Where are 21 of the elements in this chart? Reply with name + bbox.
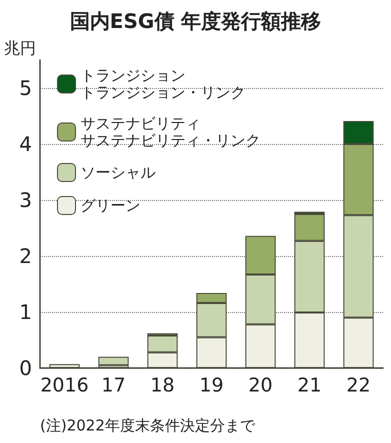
x-tick-label: 20 — [248, 374, 273, 396]
y-tick-label: 4 — [19, 132, 32, 156]
x-tick-label: 22 — [346, 374, 371, 396]
legend-label: グリーン — [80, 196, 140, 214]
y-tick-label: 1 — [19, 300, 32, 324]
y-tick-label: 2 — [19, 244, 32, 268]
y-tick-label: 5 — [19, 76, 32, 100]
legend-label: ソーシャル — [80, 164, 156, 182]
chart-title: 国内ESG債 年度発行額推移 — [70, 9, 322, 33]
y-tick-label: 3 — [19, 188, 32, 212]
x-tick-label: 18 — [150, 374, 175, 396]
bar — [98, 356, 129, 366]
x-tick-label: 17 — [101, 374, 126, 396]
legend-label: サステナビリティサステナビリティ・リンク — [80, 114, 260, 150]
legend-label: トランジショントランジション・リンク — [80, 66, 246, 102]
x-tick-label: 2016 — [40, 374, 89, 396]
y-axis-title: 兆円 — [4, 38, 36, 58]
x-tick-label: 19 — [199, 374, 224, 396]
x-tick-label: 21 — [297, 374, 322, 396]
y-tick-label: 0 — [19, 356, 32, 380]
text: (注)2022年度末条件決定分まで — [40, 416, 256, 434]
